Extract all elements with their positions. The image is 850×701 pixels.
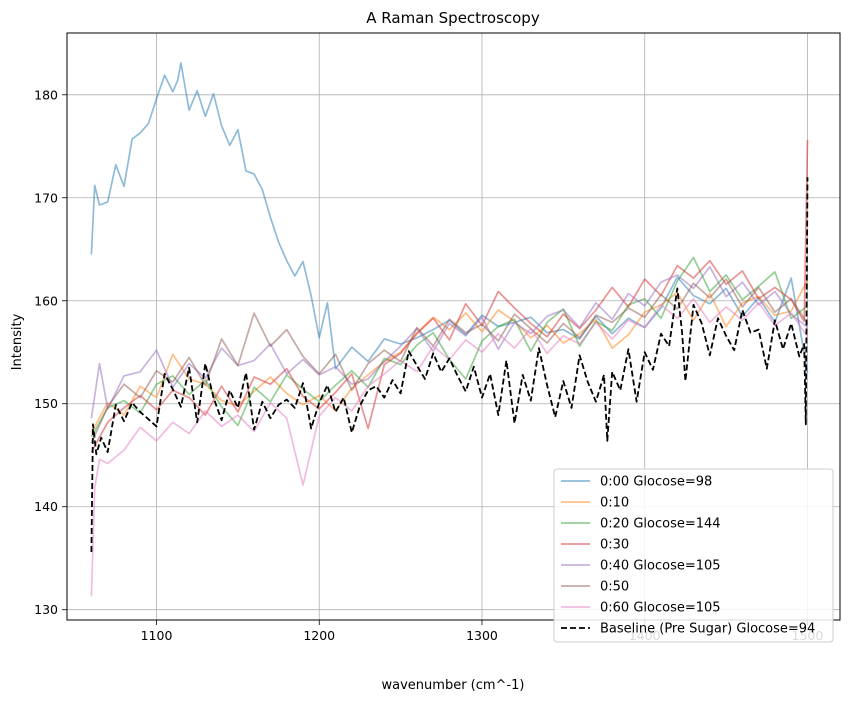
legend: 0:00 Glocose=98 0:10 0:20 Glocose=144 0:30 0… [553,468,834,643]
chart-title: A Raman Spectroscopy [366,9,540,27]
legend-label: 0:20 Glocose=144 [600,517,721,532]
legend-label: 0:40 Glocose=105 [600,559,721,574]
legend-label: 0:60 Glocose=105 [600,601,721,616]
y-tick-label: 160 [34,293,58,308]
legend-label: 0:00 Glocose=98 [600,475,712,490]
y-tick-label: 140 [34,499,58,514]
series-layer [90,62,809,597]
y-tick-label: 150 [34,396,58,411]
x-tick-label: 1200 [303,628,335,643]
series-line-7 [90,177,809,553]
x-tick-label: 1300 [466,628,498,643]
plot-frame [66,32,841,621]
legend-label: 0:10 [600,496,629,511]
series-line-3 [90,140,809,453]
y-axis: 130 140 150 160 170 180 [34,87,67,617]
x-tick-label: 1100 [141,628,173,643]
legend-label: 0:30 [600,538,629,553]
legend-label: 0:50 [600,580,629,595]
y-tick-label: 180 [34,87,58,102]
series-line-6 [90,297,809,597]
legend-box [553,468,834,643]
series-line-5 [90,278,809,444]
y-tick-label: 130 [34,602,58,617]
x-axis-label: wavenumber (cm^-1) [382,678,525,693]
y-axis-label: Intensity [10,313,25,370]
legend-label: Baseline (Pre Sugar) Glocose=94 [600,622,815,637]
y-tick-label: 170 [34,190,58,205]
